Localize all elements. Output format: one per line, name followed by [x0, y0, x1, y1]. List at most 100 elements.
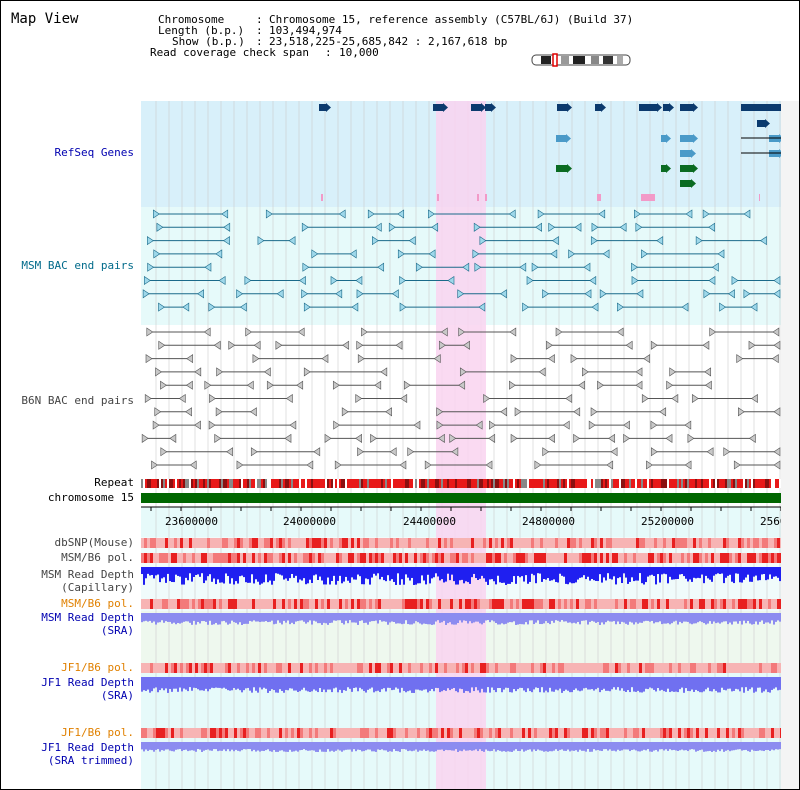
pol-cell — [231, 663, 234, 673]
pol-cell — [345, 538, 348, 548]
chromosome-ideogram[interactable] — [531, 53, 631, 67]
depth-bar — [393, 613, 395, 622]
pol-cell — [336, 663, 339, 673]
pol-cell — [768, 553, 771, 563]
pol-cell — [417, 599, 420, 609]
pol-cell — [630, 599, 633, 609]
b6n-bac-pairs[interactable] — [141, 327, 781, 470]
depth-bar — [591, 567, 593, 579]
depth-bar — [619, 677, 621, 691]
pol-cell — [438, 553, 441, 563]
bac-end-marker — [634, 209, 641, 219]
depth-bar — [599, 567, 601, 575]
depth-bar — [589, 742, 591, 752]
pol-cell — [645, 728, 648, 738]
bac-end-marker — [597, 380, 604, 390]
bac-end-marker — [380, 367, 388, 377]
depth-bar — [433, 613, 435, 625]
repeat-segment — [249, 479, 251, 488]
repeat-segment — [441, 479, 443, 488]
bac-end-marker — [424, 460, 432, 470]
bac-end-marker — [275, 340, 283, 350]
pol-cell — [195, 538, 198, 548]
pol-cell — [723, 728, 726, 738]
depth-bar — [235, 742, 237, 750]
depth-bar — [419, 677, 421, 691]
pol-cell — [174, 599, 177, 609]
pol-cell — [285, 663, 288, 673]
depth-bar — [511, 567, 513, 583]
depth-bar — [733, 613, 735, 622]
pol-cell — [645, 553, 648, 563]
bac-end-marker — [711, 262, 719, 272]
pol-cell — [177, 663, 180, 673]
pol-cell — [309, 553, 312, 563]
pol-cell — [342, 538, 345, 548]
repeat-segment — [409, 479, 411, 488]
depth-bar — [145, 613, 147, 621]
depth-bar — [187, 742, 189, 752]
repeat-segment — [767, 479, 769, 488]
pol-cell — [474, 728, 477, 738]
jf1-b6-pol-label: JF1/B6 pol. — [61, 661, 134, 674]
depth-bar — [753, 613, 755, 625]
pol-cell — [777, 553, 780, 563]
depth-bar — [715, 742, 717, 752]
depth-bar — [665, 742, 667, 750]
repeat-segment — [159, 479, 161, 488]
highlight-region[interactable] — [436, 101, 486, 789]
repeat-segment — [255, 479, 257, 488]
axis-tick-label: 25200000 — [641, 515, 694, 528]
repeat-segment — [371, 479, 373, 488]
pol-cell — [543, 663, 546, 673]
depth-bar — [507, 613, 509, 623]
bac-end-marker — [704, 380, 712, 390]
pol-cell — [156, 663, 159, 673]
pol-cell — [654, 728, 657, 738]
pol-cell — [168, 538, 171, 548]
pol-cell — [234, 728, 237, 738]
pol-cell — [651, 728, 654, 738]
pol-cell — [345, 663, 348, 673]
pol-cell — [714, 663, 717, 673]
depth-bar — [213, 742, 215, 750]
pol-cell — [672, 728, 675, 738]
depth-bar — [481, 677, 483, 689]
repeat-segment — [169, 479, 171, 488]
msm-b6-pol-sra-label: MSM/B6 pol. — [61, 597, 134, 610]
pol-cell — [141, 538, 144, 548]
depth-bar — [395, 677, 397, 688]
depth-bar — [209, 567, 211, 575]
pol-cell — [765, 553, 768, 563]
depth-bar — [413, 742, 415, 751]
pol-cell — [246, 728, 249, 738]
bac-end-marker — [772, 327, 780, 337]
bac-end-marker — [617, 302, 624, 312]
depth-bar — [177, 677, 179, 692]
pol-cell — [303, 599, 306, 609]
bac-end-marker — [535, 222, 542, 232]
depth-bar — [257, 742, 259, 751]
pol-cell — [486, 599, 489, 609]
depth-bar — [393, 567, 395, 582]
depth-bar — [279, 567, 281, 575]
repeat-segment — [427, 479, 429, 488]
pol-cell — [603, 553, 606, 563]
msm-bac-pairs[interactable] — [142, 209, 781, 312]
pol-cell — [258, 538, 261, 548]
bac-end-marker — [185, 407, 192, 417]
depth-bar — [381, 613, 383, 622]
pol-cell — [438, 538, 441, 548]
repeat-segment — [177, 479, 179, 488]
pol-cell — [300, 663, 303, 673]
pol-cell — [720, 553, 723, 563]
depth-bar — [373, 567, 375, 574]
depth-bar — [147, 742, 149, 751]
depth-bar — [431, 677, 433, 690]
bac-end-marker — [151, 460, 159, 470]
repeat-segment — [243, 479, 245, 488]
pol-cell — [141, 663, 144, 673]
depth-bar — [249, 677, 251, 691]
depth-bar — [313, 742, 315, 751]
